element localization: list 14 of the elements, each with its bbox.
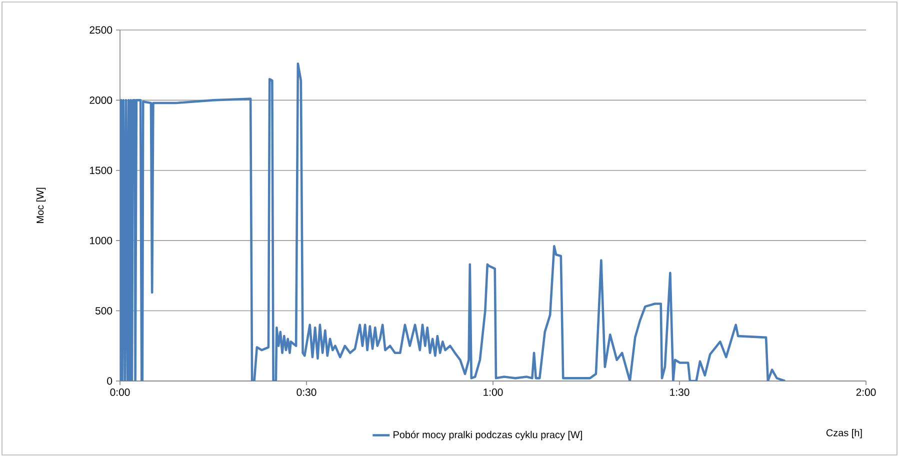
x-tick-label: 2:00 <box>856 388 876 396</box>
x-tick-label: 1:00 <box>484 388 503 396</box>
y-tick-label: 0 <box>107 377 112 385</box>
y-tick-label: 2000 <box>90 96 112 104</box>
x-tick-label: 0:30 <box>296 388 316 396</box>
x-tick-label: 0:00 <box>110 388 130 396</box>
y-axis-title: Moc [W] <box>36 188 46 223</box>
y-tick-label: 1500 <box>90 166 112 174</box>
y-tick-label: 2500 <box>90 26 112 34</box>
x-axis-title: Czas [h] <box>826 428 862 438</box>
y-tick-label: 1000 <box>90 236 112 244</box>
y-tick-label: 500 <box>95 307 112 314</box>
x-tick-label: 1:30 <box>670 388 690 396</box>
legend-label: Pobór mocy pralki podczas cyklu pracy [W] <box>394 430 582 440</box>
